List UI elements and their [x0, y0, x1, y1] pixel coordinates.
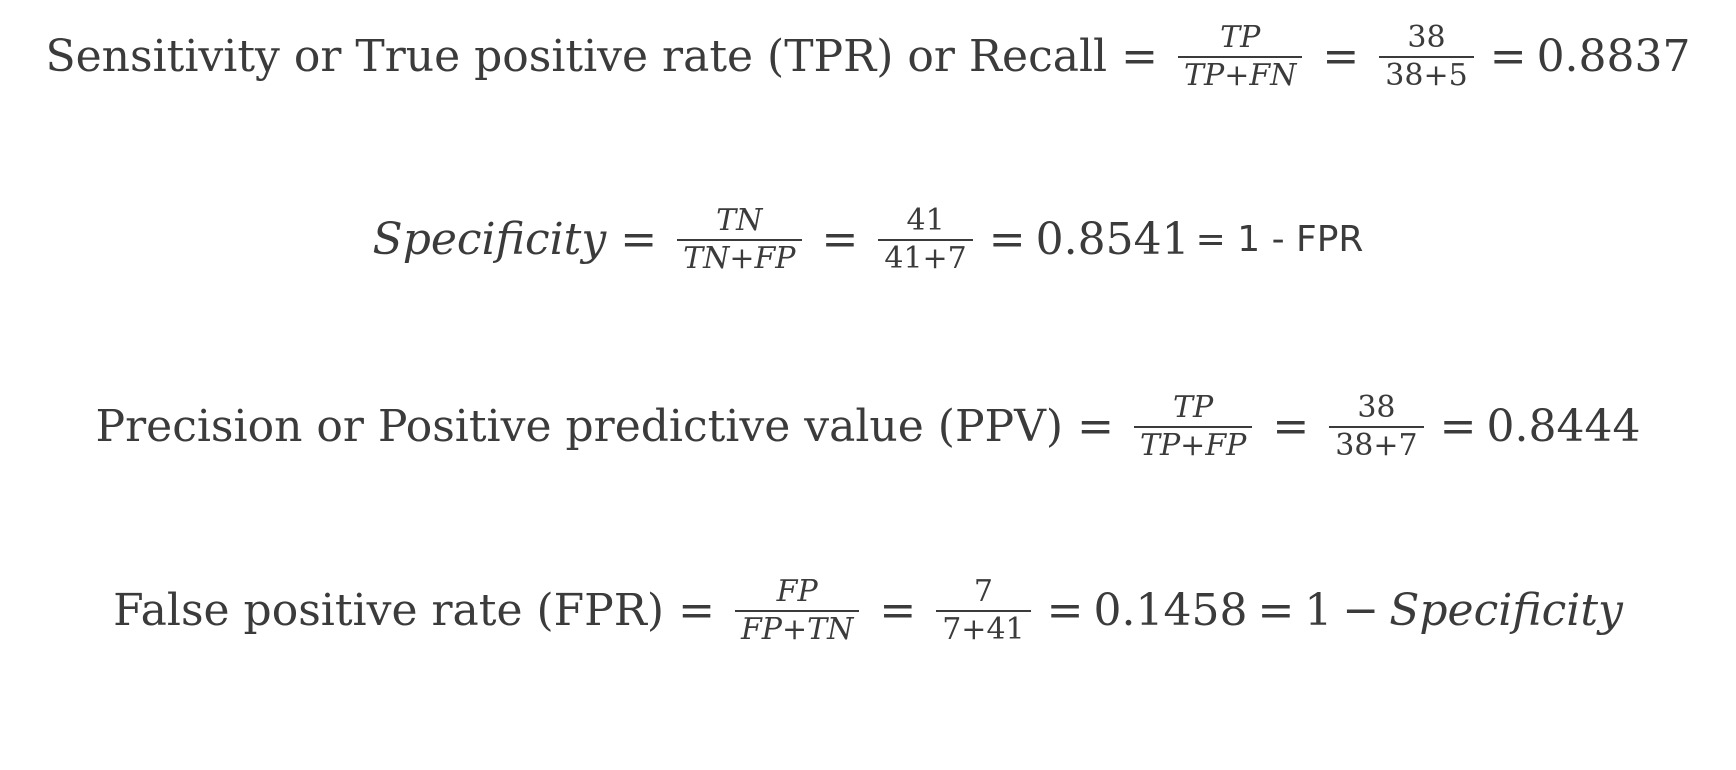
fraction-denominator: TP+FP	[1139, 427, 1247, 463]
symbolic-fraction: FP FP+TN	[734, 574, 860, 647]
fraction-numerator: 38	[1407, 20, 1446, 55]
fraction-denominator: 38+7	[1335, 427, 1418, 463]
fraction-numerator: 38	[1357, 390, 1396, 425]
equals-sign: =	[1489, 30, 1527, 82]
fraction-bar	[677, 238, 802, 241]
formula-lhs: False positive rate (FPR)	[113, 584, 665, 636]
equals-sign: =	[879, 584, 917, 636]
equals-sign: =	[821, 213, 859, 265]
formula-result: 0.1458	[1093, 584, 1248, 636]
symbolic-fraction: TP TP+FP	[1133, 390, 1253, 463]
formula-lhs: Specificity	[372, 213, 607, 265]
formula-lhs: Sensitivity or True positive rate (TPR) …	[45, 30, 1108, 82]
fraction-bar	[1178, 55, 1303, 58]
minus-sign: −	[1342, 584, 1380, 636]
fraction-numerator: TN	[716, 203, 763, 238]
formula-suffix: = 1 - FPR	[1195, 218, 1364, 260]
fraction-bar	[734, 609, 860, 612]
equals-sign: =	[1439, 400, 1477, 452]
formula-specificity: Specificity = TN TN+FP = 41 41+7 = 0.854…	[0, 205, 1736, 274]
formula-sensitivity: Sensitivity or True positive rate (TPR) …	[0, 22, 1736, 91]
fraction-numerator: TP	[1173, 390, 1214, 425]
fraction-denominator: TN+FP	[683, 240, 796, 276]
fraction-numerator: FP	[776, 574, 818, 609]
formula-lhs: Precision or Positive predictive value (…	[95, 400, 1064, 452]
fraction-bar	[1379, 55, 1474, 58]
fraction-bar	[1329, 425, 1424, 428]
symbolic-fraction: TN TN+FP	[677, 203, 802, 276]
fraction-bar	[936, 609, 1031, 612]
equals-sign: =	[988, 213, 1026, 265]
symbolic-fraction: TP TP+FN	[1178, 20, 1303, 93]
equals-sign: =	[620, 213, 658, 265]
numeric-fraction: 41 41+7	[878, 203, 973, 276]
equals-sign: =	[1046, 584, 1084, 636]
fraction-denominator: TP+FN	[1184, 57, 1297, 93]
equals-sign: =	[1077, 400, 1114, 452]
formula-fpr: False positive rate (FPR) = FP FP+TN = 7…	[0, 576, 1736, 645]
equals-sign: =	[1257, 584, 1295, 636]
fraction-numerator: 41	[906, 203, 945, 238]
fraction-numerator: TP	[1220, 20, 1261, 55]
fraction-denominator: 41+7	[884, 240, 967, 276]
formula-result: 0.8541	[1035, 213, 1190, 265]
fraction-denominator: FP+TN	[740, 611, 854, 647]
equals-sign: =	[1272, 400, 1310, 452]
equals-sign: =	[678, 584, 715, 636]
numeric-fraction: 38 38+5	[1379, 20, 1474, 93]
suffix-one: 1	[1304, 584, 1333, 636]
formula-precision: Precision or Positive predictive value (…	[0, 392, 1736, 461]
suffix-term: Specificity	[1389, 584, 1623, 636]
fraction-numerator: 7	[973, 574, 993, 609]
fraction-bar	[1133, 425, 1253, 428]
fraction-denominator: 38+5	[1385, 57, 1468, 93]
fraction-denominator: 7+41	[942, 611, 1025, 647]
formula-result: 0.8444	[1486, 400, 1641, 452]
fraction-bar	[878, 238, 973, 241]
formula-result: 0.8837	[1536, 30, 1691, 82]
numeric-fraction: 38 38+7	[1329, 390, 1424, 463]
equals-sign: =	[1121, 30, 1158, 82]
equals-sign: =	[1322, 30, 1360, 82]
numeric-fraction: 7 7+41	[936, 574, 1031, 647]
